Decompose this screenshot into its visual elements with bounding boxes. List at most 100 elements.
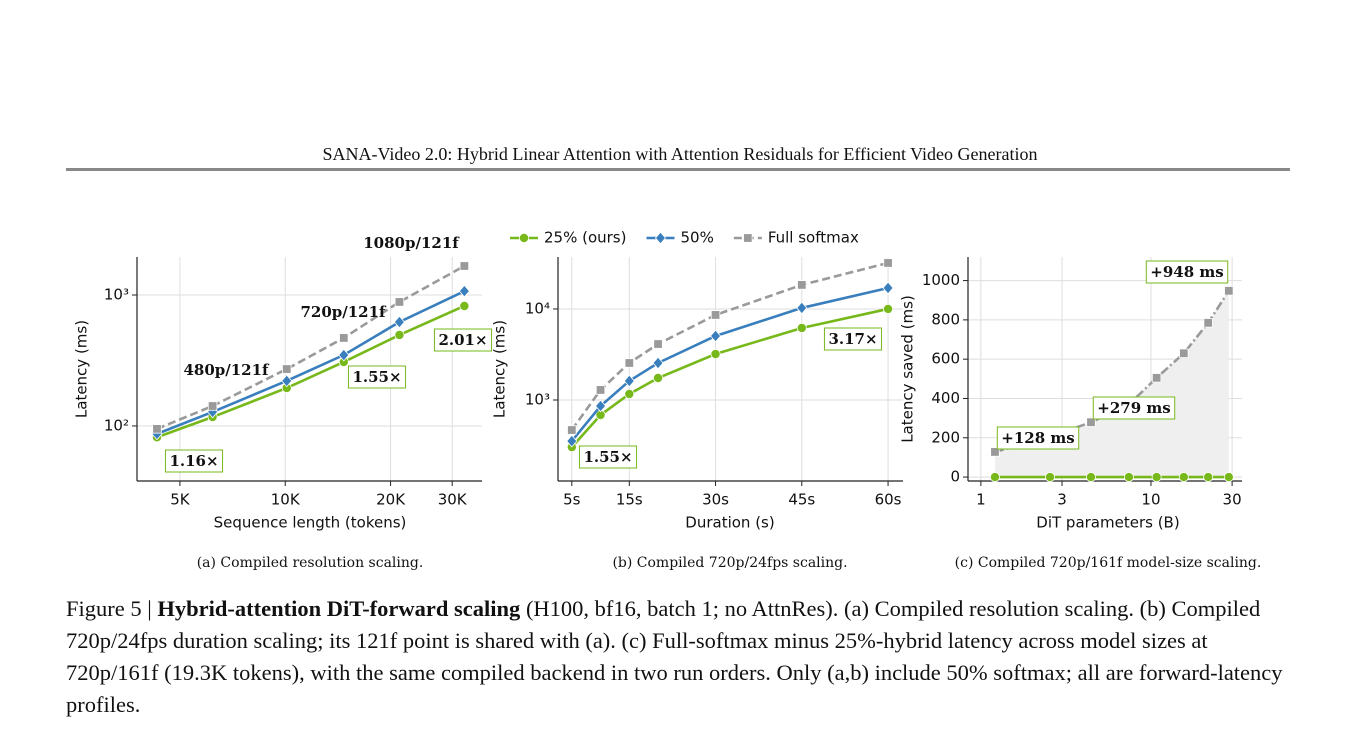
annotation: 1.55× xyxy=(352,368,401,386)
x-tick-label: 45s xyxy=(788,491,815,509)
marker xyxy=(394,297,405,307)
marker xyxy=(459,300,470,311)
marker xyxy=(989,472,1000,483)
legend-label: 25% (ours) xyxy=(544,229,626,247)
marker xyxy=(653,339,663,349)
x-tick-label: 20K xyxy=(376,491,406,509)
y-tick-label: 10⁴ xyxy=(525,299,550,317)
marker xyxy=(1085,472,1096,483)
marker xyxy=(796,301,808,315)
legend-label: 50% xyxy=(680,229,713,247)
x-tick-label: 5K xyxy=(170,491,191,509)
figure: 10² 10³ 5K 10K 20K 30K Sequence length (tokens… xyxy=(73,229,1262,572)
caption-bold: Hybrid-attention DiT-forward scaling xyxy=(157,596,521,621)
annotation: +948 ms xyxy=(1150,263,1223,281)
marker xyxy=(624,389,635,400)
marker xyxy=(595,399,607,413)
subfigure-caption: (a) Compiled resolution scaling. xyxy=(197,555,424,571)
marker xyxy=(282,364,292,374)
marker xyxy=(1178,472,1189,483)
x-tick-label: 30 xyxy=(1223,491,1242,509)
x-tick-label: 3 xyxy=(1057,491,1067,509)
marker xyxy=(393,315,405,329)
annotation-box xyxy=(433,328,493,352)
annotation: 720p/121f xyxy=(300,303,387,321)
x-axis-label: Duration (s) xyxy=(685,514,774,532)
marker xyxy=(1203,472,1214,483)
caption-text: (H100, bf16, batch 1; no AttnRes). (a) C… xyxy=(66,596,1283,717)
marker xyxy=(1223,472,1234,483)
annotation: +279 ms xyxy=(1097,399,1170,417)
marker xyxy=(567,425,577,435)
marker xyxy=(394,329,405,340)
x-tick-label: 5s xyxy=(563,491,581,509)
annotation: 2.01× xyxy=(438,331,487,349)
x-tick-label: 10 xyxy=(1141,491,1160,509)
figure-caption: Figure 5 | Hybrid-attention DiT-forward … xyxy=(66,593,1294,721)
marker xyxy=(710,349,721,360)
y-tick-label: 400 xyxy=(931,389,960,407)
y-axis-label: Latency (ms) xyxy=(73,320,91,418)
x-axis-label: Sequence length (tokens) xyxy=(214,514,407,532)
marker xyxy=(796,322,807,333)
annotation: 1.16× xyxy=(169,452,218,470)
marker xyxy=(459,261,470,271)
marker xyxy=(458,284,470,298)
x-tick-label: 1 xyxy=(976,491,986,509)
x-tick-label: 60s xyxy=(875,491,902,509)
x-tick-label: 30s xyxy=(702,491,729,509)
y-tick-label: 800 xyxy=(931,310,960,328)
x-tick-label: 10K xyxy=(271,491,301,509)
annotation-box xyxy=(164,449,224,473)
y-axis-label: Latency saved (ms) xyxy=(899,295,917,443)
marker xyxy=(152,424,162,434)
y-tick-label: 10³ xyxy=(104,285,129,303)
x-axis-label: DiT parameters (B) xyxy=(1036,514,1179,532)
legend-marker xyxy=(519,232,530,243)
legend-marker xyxy=(654,231,667,245)
y-tick-label: 0 xyxy=(950,468,960,486)
marker xyxy=(623,374,635,388)
marker xyxy=(207,401,218,411)
y-tick-label: 600 xyxy=(931,350,960,368)
subfigure-caption: (b) Compiled 720p/24fps scaling. xyxy=(612,555,847,571)
legend-label: Full softmax xyxy=(768,229,859,247)
marker xyxy=(1224,286,1234,296)
marker xyxy=(338,348,350,362)
marker xyxy=(281,374,293,388)
marker xyxy=(883,258,893,268)
marker xyxy=(653,372,664,383)
marker xyxy=(595,385,606,395)
marker xyxy=(1086,417,1096,427)
marker xyxy=(1203,318,1213,328)
annotation-box xyxy=(1092,396,1176,420)
legend-marker xyxy=(743,233,753,243)
annotation-box xyxy=(823,327,883,351)
marker xyxy=(1151,472,1162,483)
caption-label: Figure 5 | xyxy=(66,596,152,621)
marker xyxy=(882,281,894,295)
annotation: 480p/121f xyxy=(183,361,270,379)
annotation-box xyxy=(578,445,638,469)
marker xyxy=(1123,472,1134,483)
marker xyxy=(1179,348,1189,358)
marker xyxy=(797,280,807,290)
marker xyxy=(710,329,722,343)
series-line xyxy=(156,304,465,439)
fill-area xyxy=(994,290,1229,478)
annotation-box xyxy=(996,426,1080,450)
x-tick-label: 30K xyxy=(438,491,468,509)
y-tick-label: 10² xyxy=(104,416,129,434)
running-header: SANA-Video 2.0: Hybrid Linear Attention … xyxy=(322,144,1038,164)
annotation: 1080p/121f xyxy=(363,234,460,252)
series-line xyxy=(156,289,465,436)
annotation-box xyxy=(347,365,407,389)
marker xyxy=(1045,472,1056,483)
y-axis-label: Latency (ms) xyxy=(491,320,509,418)
marker xyxy=(1151,373,1162,383)
y-tick-label: 1000 xyxy=(922,271,960,289)
header-rule xyxy=(66,168,1290,171)
marker xyxy=(339,333,349,343)
series-line xyxy=(156,264,465,431)
